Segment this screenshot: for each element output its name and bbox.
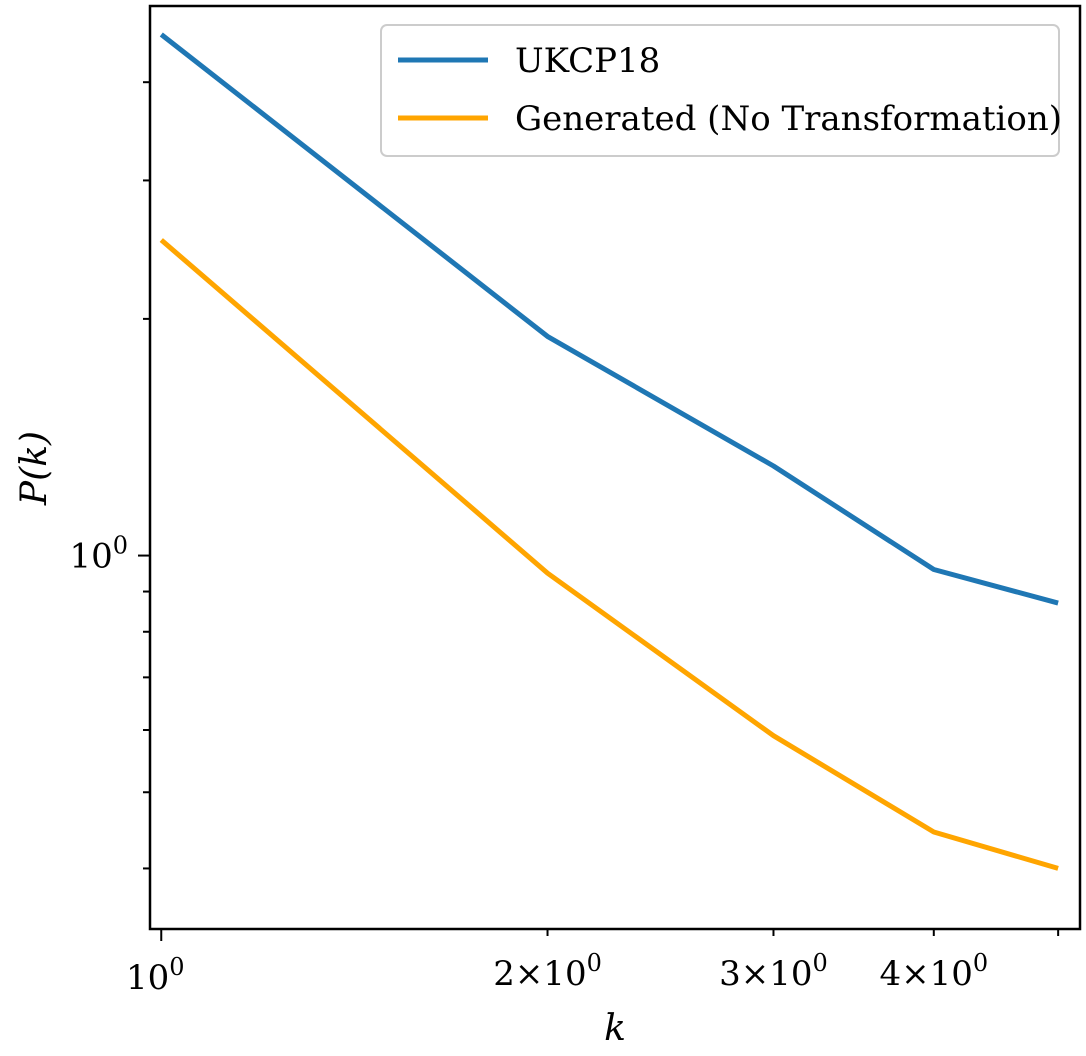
x-axis-label: k (604, 1008, 626, 1049)
y-axis-label: P(k) (14, 431, 55, 506)
x-tick-label-0: 100 (126, 953, 185, 998)
series-line-0 (159, 32, 1059, 606)
series-layer (159, 32, 1059, 871)
legend-label-generated: Generated (No Transformation) (515, 99, 1062, 139)
series-line-1 (159, 238, 1059, 871)
plot-frame (148, 4, 1082, 931)
x-minor-tick-label-0: 2×100 (493, 949, 602, 994)
x-axis: 100 2×100 3×100 4×100 (126, 929, 1060, 998)
y-axis: 100 (69, 81, 150, 870)
legend-box (380, 24, 1060, 157)
x-minor-tick-label-2: 4×100 (879, 949, 988, 994)
x-minor-tick-label-1: 3×100 (719, 949, 828, 994)
legend: UKCP18 Generated (No Transformation) (380, 24, 1062, 157)
y-tick-label-0: 100 (69, 532, 128, 577)
legend-label-ukcp18: UKCP18 (515, 41, 660, 81)
